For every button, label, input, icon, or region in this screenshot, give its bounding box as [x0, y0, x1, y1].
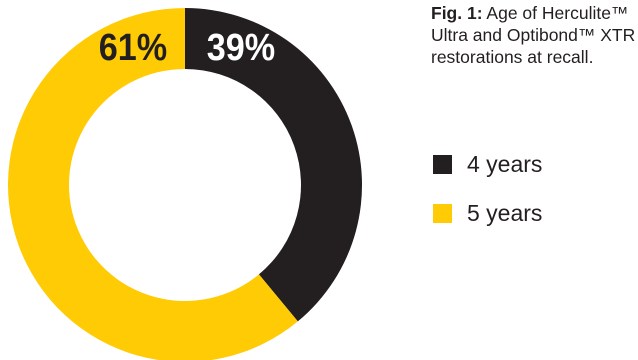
- slice-5-years: [8, 8, 298, 360]
- legend-label-4-years: 4 years: [467, 150, 543, 177]
- slice-label-4-years: 39%: [207, 25, 275, 68]
- legend-swatch-4-years: [433, 154, 452, 174]
- legend-item-5-years: 5 years: [433, 200, 542, 226]
- slice-4-years: [185, 8, 362, 322]
- figure-caption-text: Age of Herculite™ Ultra and Optibond™ XT…: [431, 3, 636, 67]
- slice-label-5-years: 61%: [99, 25, 167, 68]
- figure-label: Fig. 1:: [431, 3, 483, 23]
- donut-chart: 39% 61%: [8, 8, 362, 360]
- legend-swatch-5-years: [433, 203, 452, 223]
- legend-item-4-years: 4 years: [433, 151, 542, 177]
- legend-label-5-years: 5 years: [467, 199, 543, 226]
- figure-caption: Fig. 1: Age of Herculite™ Ultra and Opti…: [431, 2, 636, 68]
- legend: 4 years 5 years: [433, 151, 542, 249]
